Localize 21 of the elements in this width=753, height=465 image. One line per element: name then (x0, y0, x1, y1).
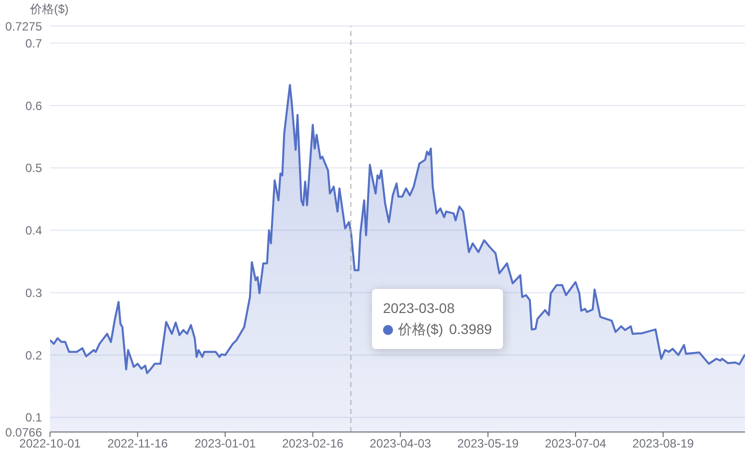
x-tick-label: 2023-05-19 (457, 436, 519, 451)
y-tick-label: 0.5 (25, 161, 42, 176)
x-tick-label: 2023-07-04 (544, 436, 607, 451)
y-tick-label: 0.1 (25, 410, 42, 425)
legend-label: 价格($) (398, 320, 444, 339)
x-tick-label: 2023-08-19 (632, 436, 694, 451)
x-tick-label: 2022-11-16 (107, 436, 168, 451)
y-axis-title: 价格($) (30, 1, 69, 18)
x-tick-label: 2023-01-01 (194, 436, 256, 451)
x-tick-label: 2023-02-16 (282, 436, 344, 451)
y-tick-label: 0.7 (25, 36, 42, 50)
y-tick-label: 0.4 (25, 224, 42, 238)
annotation: 2023-03-08 (383, 299, 456, 318)
annotation: 0.3989 (449, 320, 492, 339)
x-tick-label: 2023-04-03 (370, 436, 432, 451)
y-tick-label: 0.2 (25, 348, 42, 362)
y-tick-label: 0.7275 (5, 19, 42, 34)
y-tick-label: 0.6 (25, 98, 42, 113)
y-tick-label: 0.0766 (5, 425, 42, 440)
x-tick-label: 2022-10-01 (19, 436, 82, 451)
y-tick-label: 0.3 (25, 286, 42, 300)
